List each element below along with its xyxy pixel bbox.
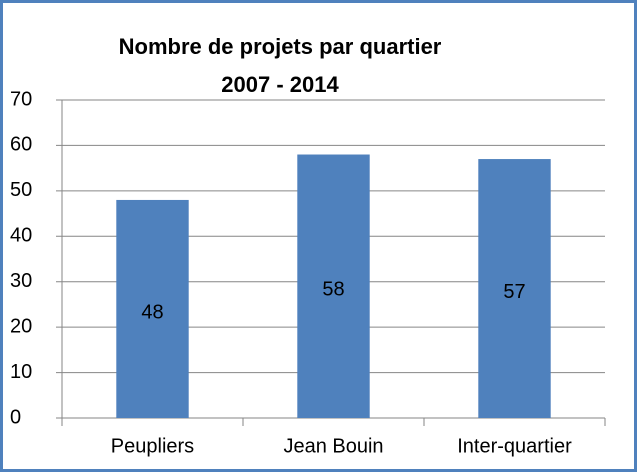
bar: [297, 154, 370, 418]
data-label: 48: [141, 301, 163, 323]
x-tick-label: Peupliers: [111, 435, 194, 457]
y-tick-label: 0: [10, 406, 21, 428]
y-tick-label: 40: [10, 225, 32, 247]
chart-title: Nombre de projets par quartier: [119, 34, 442, 59]
y-tick-label: 20: [10, 315, 32, 337]
y-tick-label: 60: [10, 134, 32, 156]
chart-subtitle: 2007 - 2014: [221, 72, 339, 97]
x-tick-label: Jean Bouin: [283, 435, 383, 457]
y-tick-label: 10: [10, 361, 32, 383]
y-tick-label: 50: [10, 179, 32, 201]
bar: [478, 159, 551, 419]
data-label: 57: [503, 281, 525, 303]
bar: [116, 199, 189, 418]
data-label: 58: [322, 279, 344, 301]
x-tick-label: Inter-quartier: [457, 435, 572, 457]
y-tick-label: 70: [10, 88, 32, 110]
y-tick-label: 30: [10, 270, 32, 292]
